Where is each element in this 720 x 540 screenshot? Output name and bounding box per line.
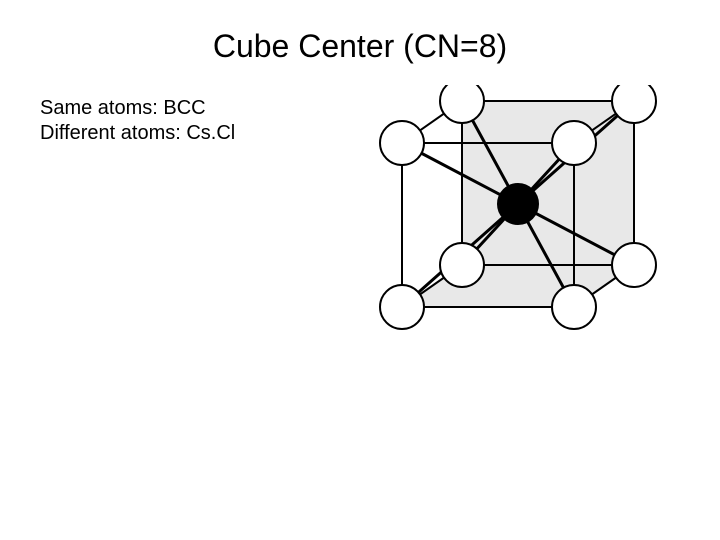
corner-atom [552,121,596,165]
corner-atom [612,243,656,287]
corner-atom [440,85,484,123]
corner-atom [440,243,484,287]
corner-atom [380,121,424,165]
corner-atom [612,85,656,123]
corner-atom [552,285,596,329]
cube-diagram [352,85,672,345]
caption-line-1: Same atoms: BCC [40,96,235,121]
caption-line-2: Different atoms: Cs.Cl [40,121,235,146]
page-title: Cube Center (CN=8) [0,28,720,65]
corner-atom [380,285,424,329]
caption-block: Same atoms: BCC Different atoms: Cs.Cl [40,96,235,146]
center-atom [498,184,538,224]
